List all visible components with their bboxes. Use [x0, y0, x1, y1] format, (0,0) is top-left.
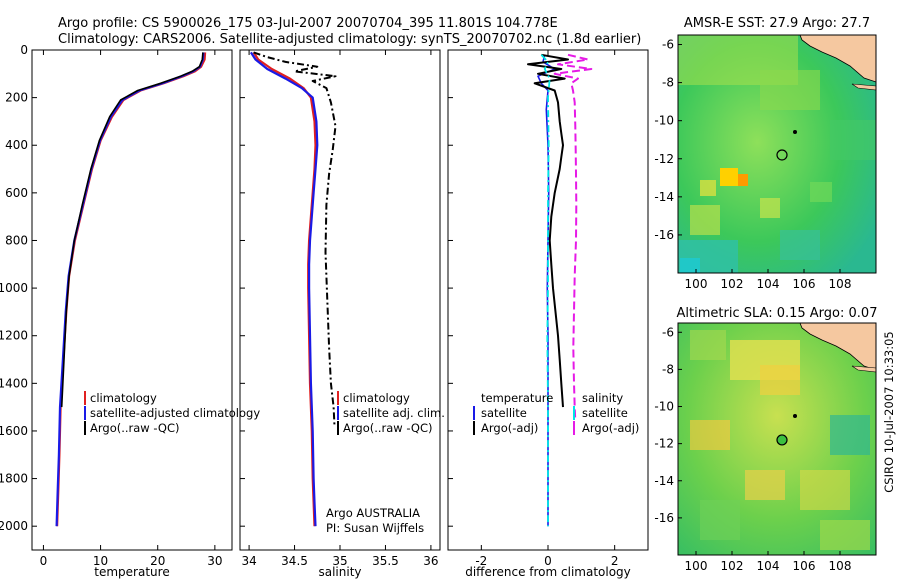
x-tick-label: 35.5	[372, 554, 399, 568]
y-tick-label: 400	[5, 138, 28, 152]
y-tick-label: 1600	[0, 424, 28, 438]
map-y-tick-label: -6	[662, 38, 674, 52]
x-tick-label: 2	[611, 554, 619, 568]
legend-item-argo: Argo(..raw -QC)	[90, 421, 180, 435]
series-line-satellite	[537, 54, 556, 527]
y-tick-label: 1400	[0, 376, 28, 390]
sla-argo-position-marker	[776, 434, 788, 446]
legend-item-sal-argo: Argo(-adj)	[582, 421, 639, 435]
map-y-tick-label: -16	[654, 511, 674, 525]
map-x-tick-label: 102	[721, 559, 744, 573]
map-y-tick-label: -12	[654, 152, 674, 166]
legend-item-satellite: satellite adj. clim.	[343, 406, 445, 420]
map-x-tick-label: 100	[685, 559, 708, 573]
series-line-argo-raw-qc-	[60, 52, 204, 408]
map-x-tick-label: 104	[757, 277, 780, 291]
legend-item-argo: Argo(..raw -QC)	[343, 421, 433, 435]
x-tick-label: 36	[423, 554, 438, 568]
temperature-axes-frame	[31, 49, 233, 551]
map-x-tick-label: 108	[829, 559, 852, 573]
map-y-tick-label: -10	[654, 400, 674, 414]
x-tick-label: 35	[332, 554, 347, 568]
salinity-xlabel: salinity	[318, 565, 361, 579]
map-y-tick-label: -12	[654, 437, 674, 451]
x-tick-label: 0	[544, 554, 552, 568]
map-y-tick-label: -10	[654, 114, 674, 128]
difference-legend: temperature satellite Argo(-adj) salinit…	[473, 391, 639, 435]
sla-map-frame	[677, 322, 877, 556]
temperature-xlabel: temperature	[94, 565, 169, 579]
map-y-tick-label: -8	[662, 362, 674, 376]
y-tick-label: 2000	[0, 519, 28, 533]
sst-map: AMSR-E SST: 27.9 Argo: 27.7 100 102 104 106…	[654, 16, 877, 291]
header-line2: Climatology: CARS2006. Satellite-adjuste…	[58, 32, 641, 47]
sst-field-patches	[678, 35, 876, 273]
legend-item-temp-satellite: satellite	[481, 406, 527, 420]
y-tick-label: 800	[5, 233, 28, 247]
legend-item-sal-satellite: satellite	[582, 406, 628, 420]
map-x-tick-label: 100	[685, 277, 708, 291]
y-tick-label: 1000	[0, 281, 28, 295]
temperature-panel: 0 200 400 600 800 1000 1200 1400 1600 1800 2000 0 1…	[0, 43, 260, 579]
sst-map-title: AMSR-E SST: 27.9 Argo: 27.7	[684, 16, 870, 31]
sla-map: Altimetric SLA: 0.15 Argo: 0.07 100 102 10…	[654, 306, 877, 573]
series-line-climatology	[252, 51, 317, 527]
y-tick-label: 600	[5, 186, 28, 200]
map-y-tick-label: -6	[662, 325, 674, 339]
x-tick-label: 0	[40, 554, 48, 568]
legend-item-climatology: climatology	[90, 391, 157, 405]
map-y-tick-label: -16	[654, 228, 674, 242]
map-x-tick-label: 106	[793, 559, 816, 573]
argo-country-label: Argo AUSTRALIA	[326, 506, 420, 520]
pi-label: PI: Susan Wijffels	[326, 521, 424, 535]
legend-item-temp-argo: Argo(-adj)	[481, 421, 538, 435]
credit-timestamp: CSIRO 10-Jul-2007 10:33:05	[882, 331, 896, 492]
map-x-tick-label: 102	[721, 277, 744, 291]
series-line-satellite	[540, 54, 551, 527]
map-x-tick-label: 104	[757, 559, 780, 573]
salinity-legend: climatology satellite adj. clim. Argo(..…	[337, 391, 445, 435]
map-x-tick-label: 106	[793, 277, 816, 291]
x-tick-label: -2	[475, 554, 487, 568]
map-x-tick-label: 108	[829, 277, 852, 291]
legend-item-satellite: satellite-adjusted climatology	[90, 406, 260, 420]
header-line1: Argo profile: CS 5900026_175 03-Jul-2007…	[58, 16, 558, 31]
christmas-island-marker	[793, 130, 797, 134]
series-line-argo-adj-	[553, 53, 593, 422]
x-tick-label: 30	[207, 554, 222, 568]
salinity-panel: 34 34.5 35 35.5 36 salinity climatology sate…	[239, 49, 445, 579]
y-tick-label: 200	[5, 91, 28, 105]
legend-item-climatology: climatology	[343, 391, 410, 405]
temperature-legend: climatology satellite-adjusted climatolo…	[84, 391, 260, 435]
series-line-argo-raw-qc-	[253, 51, 337, 427]
y-tick-label: 1200	[0, 329, 28, 343]
x-tick-label: 34	[241, 554, 256, 568]
sla-map-title: Altimetric SLA: 0.15 Argo: 0.07	[677, 306, 878, 321]
map-y-tick-label: -14	[654, 190, 674, 204]
x-tick-label: 20	[150, 554, 165, 568]
y-tick-label: 0	[20, 43, 28, 57]
legend-title-salinity: salinity	[582, 391, 623, 405]
series-line-satellite-adjusted-climatology	[55, 52, 205, 527]
sst-argo-position-marker	[776, 149, 788, 161]
y-tick-label: 1800	[0, 472, 28, 486]
sla-field-patches	[690, 330, 870, 550]
christmas-island-marker	[793, 414, 797, 418]
x-tick-label: 10	[93, 554, 108, 568]
x-tick-label: 34.5	[281, 554, 308, 568]
salinity-axes-frame	[239, 49, 441, 551]
map-y-tick-label: -8	[662, 76, 674, 90]
difference-xlabel: difference from climatology	[465, 565, 631, 579]
series-line-satellite-adj-clim-	[249, 51, 319, 527]
sst-map-frame	[677, 34, 877, 274]
difference-panel: -2 0 2 difference from climatology tempera…	[447, 49, 649, 579]
series-line-climatology	[56, 52, 207, 527]
legend-title-temperature: temperature	[481, 391, 553, 405]
map-y-tick-label: -14	[654, 474, 674, 488]
